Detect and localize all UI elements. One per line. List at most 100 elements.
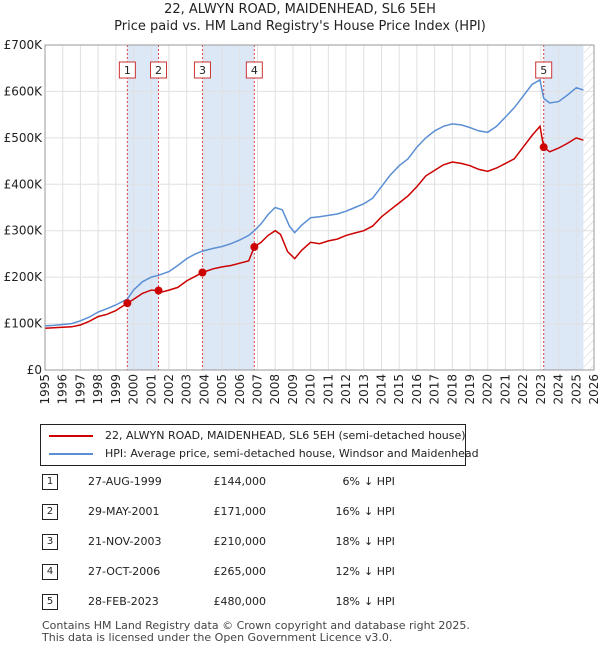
sale-label-box	[193, 61, 211, 79]
sale-point	[250, 242, 259, 251]
y-tick-label: £300K	[4, 224, 44, 238]
sale-row: 5 28-FEB-2023 £480,000 18% ↓ HPI	[40, 592, 400, 612]
sale-number: 2	[42, 504, 58, 520]
plot-frame	[44, 44, 595, 371]
sale-label: 3	[199, 64, 206, 77]
sale-label-box	[245, 61, 263, 79]
sale-rel: ↓ HPI	[364, 505, 395, 518]
y-tick-label: £700K	[4, 38, 44, 52]
sale-label-box	[150, 61, 168, 79]
sale-row: 2 29-MAY-2001 £171,000 16% ↓ HPI	[40, 502, 400, 522]
chart-subtitle: Price paid vs. HM Land Registry's House …	[114, 19, 486, 34]
x-tick-label: 2024	[552, 374, 566, 405]
footer-copyright: Contains HM Land Registry data © Crown c…	[42, 619, 470, 632]
sale-label: 1	[124, 64, 131, 77]
legend: 22, ALWYN ROAD, MAIDENHEAD, SL6 5EH (sem…	[40, 424, 479, 466]
x-tick-label: 2009	[286, 374, 300, 405]
sale-date: 27-AUG-1999	[88, 475, 162, 488]
sale-point	[154, 286, 163, 295]
x-tick-label: 2001	[144, 374, 158, 405]
x-tick-label: 1999	[109, 374, 123, 405]
x-tick-label: 2025	[569, 374, 583, 405]
y-tick-label: £500K	[4, 131, 44, 145]
sale-date: 28-FEB-2023	[88, 595, 159, 608]
x-tick-label: 2008	[268, 374, 282, 405]
footer: Contains HM Land Registry data © Crown c…	[42, 620, 470, 644]
sale-label-box	[535, 61, 553, 79]
x-tick-label: 1998	[91, 374, 105, 405]
x-tick-label: 2017	[428, 374, 442, 405]
sale-number: 4	[42, 564, 58, 580]
shaded-range	[543, 45, 584, 370]
x-tick-label: 2021	[498, 374, 512, 405]
x-tick-label: 2003	[180, 374, 194, 405]
x-tick-label: 2014	[374, 374, 388, 405]
sale-row: 3 21-NOV-2003 £210,000 18% ↓ HPI	[40, 532, 400, 552]
sale-label-box	[118, 61, 136, 79]
x-tick-label: 2002	[162, 374, 176, 405]
x-tick-label: 2023	[534, 374, 548, 405]
sale-point	[198, 268, 207, 277]
x-tick-label: 2018	[445, 374, 459, 405]
y-tick-label: £100K	[4, 317, 44, 331]
sale-row: 4 27-OCT-2006 £265,000 12% ↓ HPI	[40, 562, 400, 582]
sale-point	[539, 143, 548, 152]
x-tick-label: 2000	[127, 374, 141, 405]
sale-rel: ↓ HPI	[364, 565, 395, 578]
sale-pct: 18%	[335, 595, 360, 608]
sale-point	[123, 299, 132, 308]
x-tick-label: 2019	[463, 374, 477, 405]
sale-label: 4	[251, 64, 258, 77]
shaded-range	[127, 45, 159, 370]
x-tick-label: 1995	[38, 374, 52, 405]
sale-date: 21-NOV-2003	[88, 535, 162, 548]
shaded-range	[202, 45, 255, 370]
sale-rel: ↓ HPI	[364, 535, 395, 548]
y-tick-label: £400K	[4, 177, 44, 191]
x-tick-label: 2026	[587, 374, 600, 405]
x-tick-label: 2022	[516, 374, 530, 405]
y-tick-label: £600K	[4, 84, 44, 98]
y-tick-label: £200K	[4, 270, 44, 284]
hpi-line	[44, 78, 584, 327]
x-tick-label: 2012	[339, 374, 353, 405]
sale-number: 3	[42, 534, 58, 550]
x-tick-label: 2010	[304, 374, 318, 405]
sale-rel: ↓ HPI	[364, 595, 395, 608]
x-tick-label: 2015	[392, 374, 406, 405]
sale-row: 1 27-AUG-1999 £144,000 6% ↓ HPI	[40, 472, 400, 492]
legend-label-property: 22, ALWYN ROAD, MAIDENHEAD, SL6 5EH (sem…	[105, 429, 466, 442]
x-tick-label: 2011	[321, 374, 335, 405]
sale-number: 5	[42, 594, 58, 610]
sale-price: £210,000	[213, 535, 267, 548]
legend-swatch-property	[49, 435, 93, 437]
x-tick-label: 2020	[481, 374, 495, 405]
price-paid-line	[44, 124, 584, 329]
sale-rel: ↓ HPI	[364, 475, 395, 488]
sale-price: £265,000	[213, 565, 267, 578]
chart-title: 22, ALWYN ROAD, MAIDENHEAD, SL6 5EH	[164, 2, 436, 17]
sale-date: 27-OCT-2006	[88, 565, 161, 578]
legend-label-hpi: HPI: Average price, semi-detached house,…	[105, 447, 479, 460]
footer-license: This data is licensed under the Open Gov…	[42, 631, 393, 644]
sale-pct: 12%	[335, 565, 360, 578]
sale-label: 2	[155, 64, 162, 77]
x-tick-label: 2004	[197, 374, 211, 405]
future-hatch	[583, 45, 594, 370]
x-tick-label: 2005	[215, 374, 229, 405]
sale-number: 1	[42, 474, 58, 490]
y-tick-label: £0	[27, 363, 42, 377]
sale-pct: 18%	[335, 535, 360, 548]
sale-price: £480,000	[213, 595, 267, 608]
x-tick-label: 1997	[73, 374, 87, 405]
x-tick-label: 2016	[410, 374, 424, 405]
sale-date: 29-MAY-2001	[88, 505, 160, 518]
sale-pct: 16%	[335, 505, 360, 518]
legend-swatch-hpi	[49, 453, 93, 455]
x-tick-label: 2006	[233, 374, 247, 405]
x-tick-label: 2013	[357, 374, 371, 405]
price-chart: 1 2 3 4 5 £0 £100K £200K £300K £400K £500K £600K £70…	[4, 38, 600, 405]
x-tick-label: 2007	[251, 374, 265, 405]
sale-pct: 6%	[342, 475, 360, 488]
sale-label: 5	[540, 64, 547, 77]
